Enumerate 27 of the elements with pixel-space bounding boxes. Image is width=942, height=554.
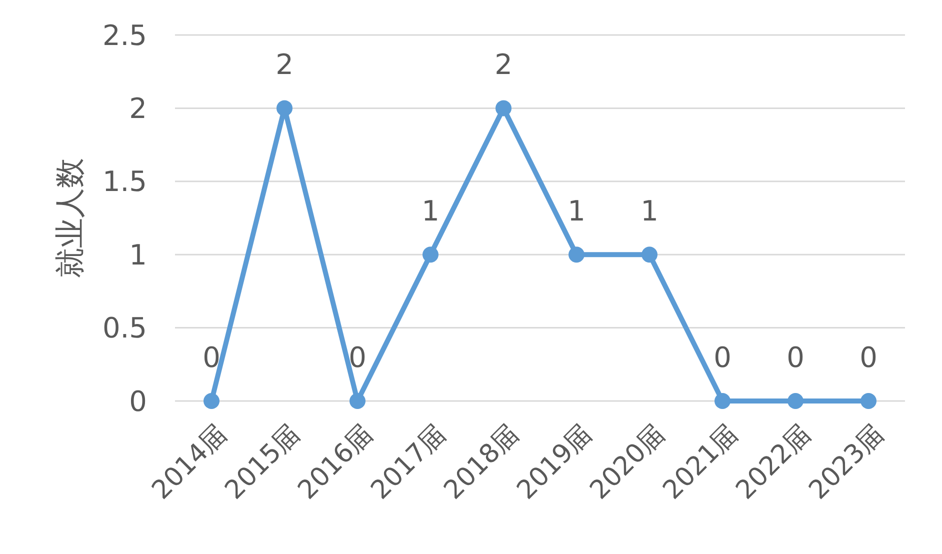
data-label: 0 bbox=[860, 341, 878, 374]
point bbox=[350, 393, 366, 409]
y-tick-label: 0 bbox=[129, 384, 147, 418]
y-tick-label: 1 bbox=[129, 238, 147, 272]
data-label: 1 bbox=[640, 194, 658, 228]
data-label: 0 bbox=[786, 341, 804, 374]
data-label: 2 bbox=[276, 48, 294, 82]
data-label: 1 bbox=[422, 194, 440, 228]
y-tick-label: 1.5 bbox=[102, 165, 147, 198]
y-axis-title: 就业人数 bbox=[53, 158, 88, 278]
y-tick-label: 2 bbox=[129, 92, 147, 125]
point bbox=[496, 100, 512, 116]
point bbox=[568, 246, 584, 263]
data-label: 2 bbox=[494, 48, 512, 82]
point bbox=[642, 246, 658, 263]
point bbox=[714, 393, 730, 409]
data-label: 1 bbox=[568, 194, 586, 228]
y-tick-label: 2.5 bbox=[102, 18, 147, 52]
data-label: 0 bbox=[714, 341, 732, 374]
point bbox=[422, 246, 438, 263]
y-tick-label: 0.5 bbox=[102, 312, 147, 345]
data-label: 0 bbox=[348, 341, 366, 374]
point bbox=[788, 393, 804, 409]
point bbox=[860, 393, 876, 409]
point bbox=[276, 100, 292, 116]
data-label: 0 bbox=[202, 341, 220, 374]
point bbox=[204, 393, 220, 409]
